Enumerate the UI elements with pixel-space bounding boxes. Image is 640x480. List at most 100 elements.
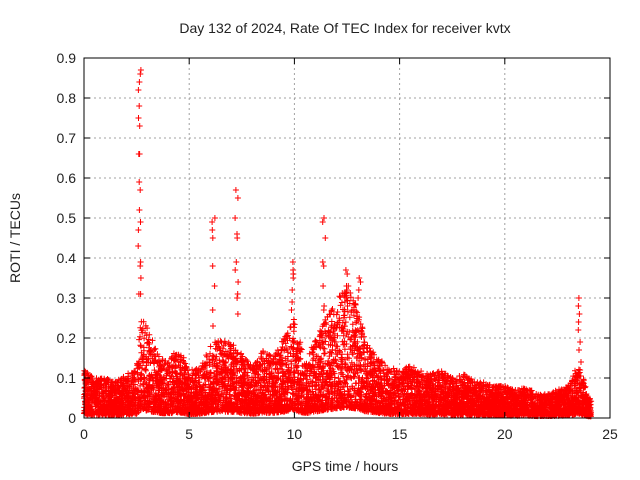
data-point <box>397 400 404 407</box>
data-points <box>81 67 595 420</box>
data-point <box>463 373 470 380</box>
data-point <box>144 339 151 346</box>
data-point <box>137 342 144 349</box>
data-point <box>338 354 345 361</box>
data-point <box>288 365 295 372</box>
data-point <box>217 350 224 357</box>
data-point <box>214 346 221 353</box>
data-point <box>349 307 355 314</box>
data-point <box>572 367 578 374</box>
data-point <box>538 392 545 399</box>
data-point <box>263 368 270 374</box>
data-point <box>341 314 348 321</box>
data-point <box>384 366 391 373</box>
data-point <box>411 386 418 393</box>
data-point <box>132 385 139 392</box>
data-point <box>346 391 353 397</box>
data-point <box>577 388 584 395</box>
data-point <box>293 388 300 395</box>
data-point <box>87 372 93 379</box>
data-point <box>316 377 323 384</box>
data-point <box>322 350 328 357</box>
data-point <box>447 387 454 394</box>
data-point <box>418 368 425 375</box>
data-point <box>346 399 353 406</box>
data-point <box>309 388 316 395</box>
data-point <box>252 410 259 417</box>
data-point <box>131 394 138 401</box>
data-point <box>325 357 332 364</box>
data-point <box>340 332 347 339</box>
data-point <box>137 324 144 331</box>
data-point <box>209 352 216 359</box>
data-point <box>216 359 223 366</box>
data-point <box>352 334 359 341</box>
data-point <box>382 362 389 369</box>
data-point <box>165 381 172 388</box>
data-point <box>297 355 304 362</box>
data-point <box>291 321 298 328</box>
data-point <box>336 293 343 300</box>
data-point <box>151 367 158 374</box>
data-point <box>461 374 468 381</box>
data-point <box>257 375 263 382</box>
grid-lines <box>84 58 610 418</box>
data-point <box>328 382 335 389</box>
data-point <box>319 403 326 410</box>
data-point <box>307 370 314 377</box>
data-point <box>255 371 262 378</box>
data-point <box>207 343 214 350</box>
data-point <box>128 387 135 393</box>
data-point <box>350 297 357 304</box>
data-point <box>181 370 188 377</box>
data-point <box>145 336 152 343</box>
data-point <box>341 346 348 353</box>
data-point <box>340 341 347 348</box>
data-point <box>136 336 143 343</box>
data-point <box>137 382 144 389</box>
data-point <box>291 368 298 375</box>
data-point <box>294 340 301 346</box>
data-point <box>152 390 159 396</box>
data-point <box>328 349 334 356</box>
data-point <box>135 378 142 385</box>
data-point <box>287 350 294 357</box>
data-point <box>305 380 312 387</box>
data-point <box>241 369 248 376</box>
data-point <box>335 375 342 382</box>
data-point <box>293 357 300 364</box>
data-point <box>349 349 356 356</box>
data-point <box>215 392 222 399</box>
data-point <box>362 365 369 372</box>
data-point <box>369 359 375 366</box>
data-point <box>309 357 316 364</box>
data-point <box>288 358 295 365</box>
data-point <box>220 358 227 365</box>
data-point <box>282 373 289 380</box>
data-point <box>360 349 367 356</box>
data-point <box>137 333 143 340</box>
data-point <box>288 343 295 350</box>
data-point <box>357 321 364 327</box>
data-point <box>416 388 423 395</box>
data-point <box>131 376 138 382</box>
data-point <box>152 345 159 352</box>
data-point <box>332 347 339 354</box>
data-point <box>354 315 361 322</box>
data-point <box>142 366 149 373</box>
data-point <box>141 335 148 342</box>
data-point <box>337 294 344 301</box>
data-point <box>207 381 214 388</box>
data-point <box>360 361 367 368</box>
data-point <box>242 356 249 363</box>
data-point <box>329 342 336 349</box>
data-point <box>349 383 356 390</box>
data-point <box>334 309 341 315</box>
data-point <box>333 311 340 318</box>
data-point <box>143 332 150 339</box>
data-point <box>325 333 332 340</box>
data-point <box>304 376 311 383</box>
data-point <box>138 343 144 350</box>
data-point <box>149 337 156 344</box>
